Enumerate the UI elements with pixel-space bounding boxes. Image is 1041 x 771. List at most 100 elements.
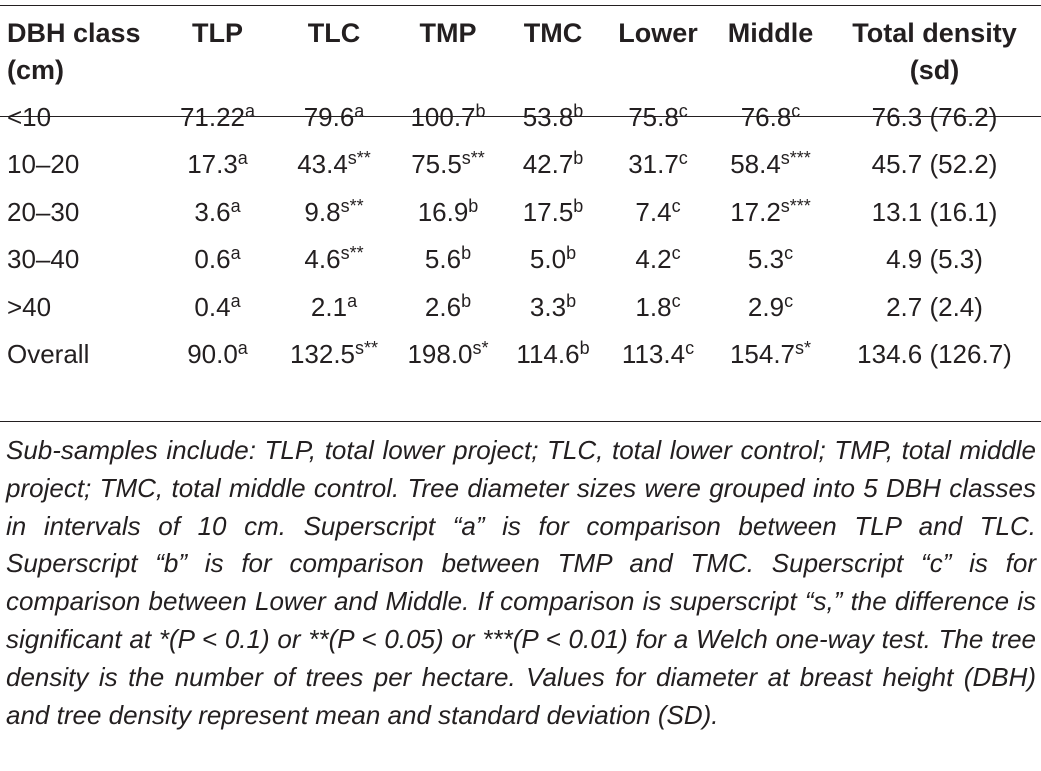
- col-header-tlp: TLP: [192, 18, 243, 48]
- cell-value: 132.5: [289, 339, 356, 370]
- cell-value: 2.9: [747, 291, 785, 322]
- cell-superscript: c: [791, 100, 801, 121]
- cell-superscript: b: [579, 338, 590, 359]
- header-row: DBH class (cm) TLP TLC TMP TMC Lower Mid…: [0, 15, 1041, 93]
- table-cell: 100.7b: [393, 93, 503, 141]
- table-cell: 134.6 (126.7): [828, 331, 1041, 379]
- col-header-dbh-class: DBH class (cm): [7, 18, 141, 85]
- cell-superscript: c: [678, 148, 688, 169]
- cell-value: 17.2: [730, 196, 781, 227]
- cell-value: 5.3: [747, 244, 785, 275]
- cell-superscript: s***: [780, 195, 811, 216]
- table-cell: 1.8c: [603, 283, 713, 331]
- cell-value: 100.7: [410, 101, 476, 132]
- cell-value: 4.6: [304, 244, 341, 275]
- cell-superscript: s***: [780, 148, 811, 169]
- table-cell: 31.7c: [603, 141, 713, 189]
- cell-value: 58.4: [730, 149, 781, 180]
- row-label: Overall: [7, 339, 90, 370]
- table-cell: 90.0a: [160, 331, 275, 379]
- cell-superscript: s**: [355, 338, 379, 359]
- dbh-density-table: DBH class (cm) TLP TLC TMP TMC Lower Mid…: [0, 15, 1041, 378]
- table-cell: 132.5s**: [275, 331, 393, 379]
- cell-superscript: b: [475, 100, 486, 121]
- cell-value: 113.4: [621, 339, 686, 370]
- cell-superscript: a: [245, 100, 256, 121]
- cell-superscript: s*: [795, 338, 812, 359]
- cell-superscript: b: [468, 195, 479, 216]
- cell-superscript: a: [230, 243, 241, 264]
- cell-superscript: c: [671, 243, 681, 264]
- table-cell: 114.6b: [503, 331, 603, 379]
- table-cell: 3.6a: [160, 188, 275, 236]
- table-row: 10–20 17.3a 43.4s** 75.5s** 42.7b 31.7c 58.4s*…: [0, 141, 1041, 189]
- table-row: 20–30 3.6a 9.8s** 16.9b 17.5b 7.4c 17.2s*** 13.…: [0, 188, 1041, 236]
- cell-value: 42.7: [522, 149, 574, 180]
- cell-value: 4.9 (5.3): [886, 244, 983, 275]
- table-cell: 5.3c: [713, 236, 828, 284]
- table-cell: 42.7b: [503, 141, 603, 189]
- cell-value: 76.8: [740, 101, 792, 132]
- table-cell: 4.6s**: [275, 236, 393, 284]
- table-cell: 75.8c: [603, 93, 713, 141]
- table-cell: 75.5s**: [393, 141, 503, 189]
- header-rule: [0, 116, 1041, 117]
- table-cell: 53.8b: [503, 93, 603, 141]
- cell-superscript: c: [671, 290, 681, 311]
- cell-value: 31.7: [628, 149, 679, 180]
- table-cell: 0.6a: [160, 236, 275, 284]
- cell-value: 0.6: [194, 244, 231, 275]
- cell-value: 3.3: [529, 291, 567, 322]
- cell-superscript: b: [566, 290, 577, 311]
- table-row: Overall 90.0a 132.5s** 198.0s* 114.6b 113.4c 1…: [0, 331, 1041, 379]
- table-row: >40 0.4a 2.1a 2.6b 3.3b 1.8c 2.9c 2.7 (2.4): [0, 283, 1041, 331]
- cell-value: 2.1: [310, 291, 348, 322]
- cell-superscript: a: [230, 195, 241, 216]
- col-header-middle: Middle: [727, 18, 814, 48]
- row-label: 20–30: [7, 196, 80, 227]
- cell-superscript: a: [237, 338, 248, 359]
- cell-value: 17.5: [522, 196, 574, 227]
- cell-value: 2.7 (2.4): [886, 291, 983, 322]
- cell-superscript: b: [573, 195, 584, 216]
- cell-value: 75.5: [411, 149, 462, 180]
- cell-value: 134.6 (126.7): [857, 339, 1012, 370]
- cell-value: 114.6: [516, 339, 580, 370]
- table-cell: 2.1a: [275, 283, 393, 331]
- table-cell: 198.0s*: [393, 331, 503, 379]
- table-cell: 154.7s*: [713, 331, 828, 379]
- bottom-rule: [0, 421, 1041, 422]
- cell-value: 154.7: [729, 339, 796, 370]
- cell-value: 0.4: [194, 291, 231, 322]
- cell-superscript: s**: [340, 243, 364, 264]
- table-cell: 2.6b: [393, 283, 503, 331]
- table-cell: 113.4c: [603, 331, 713, 379]
- cell-value: 5.6: [424, 244, 462, 275]
- cell-superscript: s*: [472, 338, 489, 359]
- cell-value: 2.6: [424, 291, 462, 322]
- table-cell: 17.3a: [160, 141, 275, 189]
- col-header-total-density: Total density (sd): [852, 18, 1017, 85]
- cell-superscript: c: [784, 243, 794, 264]
- cell-value: 43.4: [297, 149, 348, 180]
- cell-value: 9.8: [304, 196, 341, 227]
- table-cell: 79.6a: [275, 93, 393, 141]
- cell-value: 79.6: [303, 101, 355, 132]
- table-cell: 4.9 (5.3): [828, 236, 1041, 284]
- cell-superscript: s**: [461, 148, 485, 169]
- cell-superscript: c: [784, 290, 794, 311]
- cell-superscript: a: [354, 100, 365, 121]
- col-header-tmc: TMC: [523, 18, 583, 48]
- cell-superscript: b: [573, 148, 584, 169]
- cell-superscript: a: [237, 148, 248, 169]
- table-cell: 45.7 (52.2): [828, 141, 1041, 189]
- cell-value: 76.3 (76.2): [871, 101, 998, 132]
- table-cell: 13.1 (16.1): [828, 188, 1041, 236]
- cell-superscript: c: [678, 100, 688, 121]
- table-cell: 2.9c: [713, 283, 828, 331]
- cell-value: 75.8: [628, 101, 679, 132]
- cell-value: 13.1 (16.1): [871, 196, 998, 227]
- cell-superscript: a: [347, 290, 358, 311]
- row-label: 10–20: [7, 149, 80, 180]
